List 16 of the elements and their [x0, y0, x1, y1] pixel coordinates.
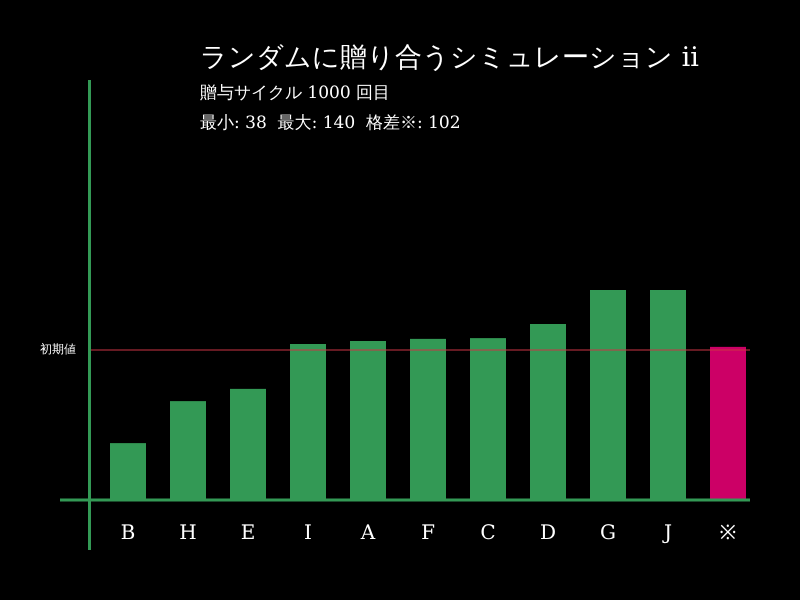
bar: [710, 346, 746, 500]
x-tick-label: H: [179, 520, 197, 544]
x-tick-label: C: [480, 520, 496, 544]
ref-line-label: 初期値: [40, 342, 76, 356]
chart-subtitle: 贈与サイクル 1000 回目: [200, 82, 392, 105]
x-tick-label: G: [600, 520, 616, 544]
x-tick-label: A: [360, 520, 376, 544]
x-tick-label: E: [240, 520, 256, 544]
x-tick-label: J: [662, 520, 672, 544]
x-tick-label: B: [120, 520, 136, 544]
x-tick-label: I: [304, 520, 312, 544]
x-tick-label: D: [540, 520, 556, 544]
text: 最小: 38 最大: 140 格差※: 102: [200, 112, 462, 135]
x-tick-label: ※: [720, 520, 736, 544]
x-tick-label: F: [421, 520, 436, 544]
chart-title: ランダムに贈り合うシミュレーション ii: [200, 41, 699, 75]
